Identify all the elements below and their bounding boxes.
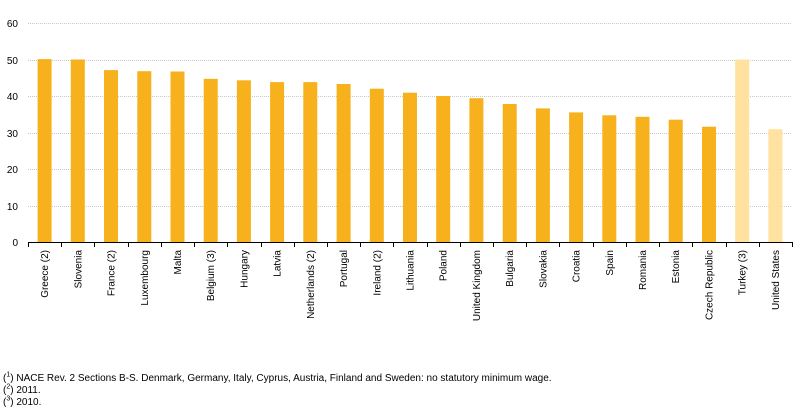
bar-chart: 0 10 20 30 40 50 60 Greece (2) Slovenia France (… [7, 19, 793, 321]
bar [270, 82, 285, 242]
x-tick-label: Ireland (2) [372, 250, 383, 296]
bar [502, 104, 517, 242]
x-tick-label: Belgium (3) [206, 250, 217, 301]
bar [203, 78, 218, 242]
y-tick-label: 0 [12, 238, 18, 249]
x-tick-label: Portugal [339, 250, 350, 287]
y-tick-label: 60 [7, 19, 19, 30]
x-tick-label: Latvia [273, 250, 284, 277]
x-tick-label: Greece (2) [40, 250, 51, 298]
bars [37, 59, 783, 243]
x-tick-label: Romania [638, 250, 649, 290]
x-axis: Greece (2) Slovenia France (2) Luxembourg Ma… [28, 242, 793, 321]
bar [436, 96, 451, 242]
x-tick-label: Luxembourg [140, 250, 151, 306]
footnotes: (1) NACE Rev. 2 Sections B-S. Denmark, G… [3, 371, 552, 409]
bar [735, 59, 750, 242]
x-tick-label: Lithuania [406, 250, 417, 291]
x-tick-label: Czech Republic [705, 250, 716, 320]
x-tick-label: Bulgaria [505, 250, 516, 287]
x-tick-label: Croatia [572, 250, 583, 283]
bar [403, 92, 417, 242]
footnote: (3) 2010. [3, 395, 42, 408]
x-tick-label: Estonia [671, 250, 682, 284]
x-tick-label: Spain [605, 250, 616, 276]
bar [602, 115, 617, 242]
x-tick-label: United States [771, 250, 782, 310]
bar [37, 59, 52, 242]
bar [170, 71, 185, 242]
x-tick-label: Netherlands (2) [306, 250, 317, 319]
bar [535, 108, 550, 243]
x-tick-label: Slovakia [538, 250, 549, 288]
x-tick-label: United Kingdom [472, 250, 483, 321]
bar [303, 82, 318, 242]
bar [702, 126, 716, 242]
bar [369, 88, 384, 242]
y-tick-label: 30 [7, 129, 19, 140]
bar [668, 119, 683, 242]
footnote: (2) 2011. [3, 383, 41, 396]
bar [104, 70, 118, 242]
bar [137, 71, 152, 242]
bar [569, 112, 584, 243]
bar [236, 80, 251, 242]
y-tick-label: 40 [7, 92, 19, 103]
y-axis: 0 10 20 30 40 50 60 [7, 19, 19, 249]
bar [768, 129, 783, 242]
y-tick-label: 50 [7, 56, 19, 67]
y-tick-label: 20 [7, 165, 19, 176]
x-tick-label: Malta [173, 250, 184, 275]
bar [635, 116, 650, 242]
bar [336, 84, 351, 242]
x-tick-label: Turkey (3) [738, 250, 749, 295]
x-tick-label: Hungary [239, 250, 250, 288]
bar [70, 59, 85, 242]
footnote: (1) NACE Rev. 2 Sections B-S. Denmark, G… [3, 371, 552, 384]
bar [469, 98, 484, 242]
x-tick-label: France (2) [107, 250, 118, 296]
x-tick-label: Slovenia [73, 250, 84, 289]
y-tick-label: 10 [7, 202, 19, 213]
x-tick-label: Poland [439, 250, 450, 281]
